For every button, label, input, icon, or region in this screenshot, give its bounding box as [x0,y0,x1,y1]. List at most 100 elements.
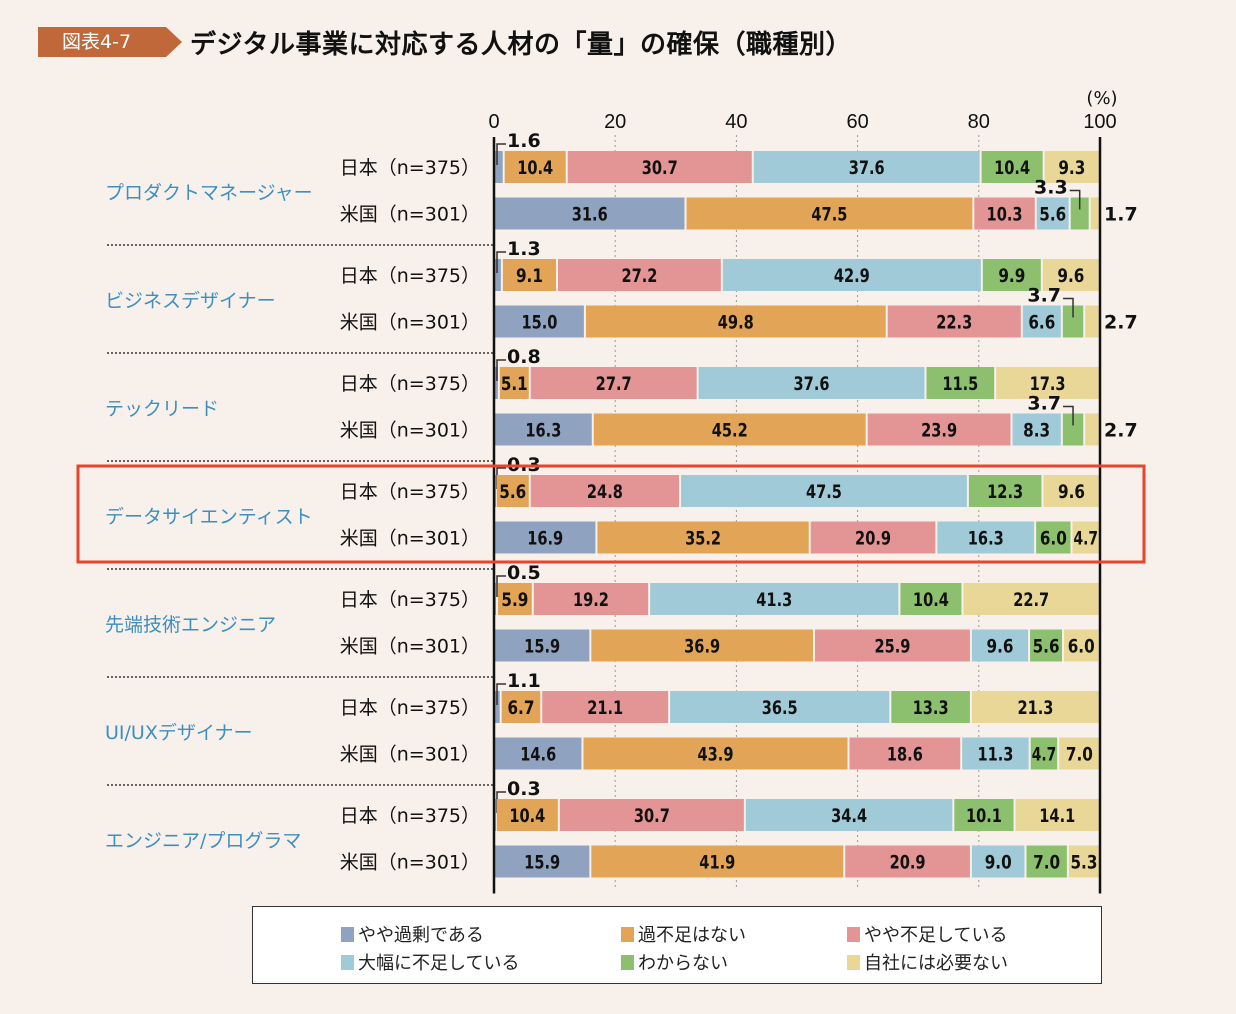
bar-segment [968,475,1042,507]
bar-segment [810,521,936,554]
bar-segment [495,629,590,662]
data-label: 7.0 [1033,852,1060,874]
chart-title: デジタル事業に対応する人材の「量」の確保（職種別） [190,30,852,60]
data-label: 0.5 [507,562,541,584]
data-label: 10.4 [913,589,949,611]
legend-label: やや不足している [864,925,1008,946]
bar-segment [971,845,1025,878]
row-label: 日本（n=375） [340,589,480,611]
data-label: 17.3 [1030,373,1066,395]
data-label: 6.6 [1028,312,1055,334]
bar-segment [926,367,995,399]
data-label: 27.7 [596,373,632,395]
data-label: 5.3 [1070,852,1097,874]
bar-segment [495,259,501,291]
data-label: 1.6 [507,130,541,152]
bar-segment [1090,197,1099,230]
bar-segment [496,799,558,831]
bar-segment [698,367,925,399]
data-label: 9.0 [985,852,1012,874]
data-label: 3.3 [1034,177,1068,199]
bar-segment [495,413,592,446]
data-label: 5.6 [1033,636,1060,658]
bar-segment [974,197,1035,230]
data-label: 7.0 [1066,744,1093,766]
bar-segment [502,259,557,291]
bar-segment [1026,845,1067,878]
data-label: 22.3 [936,312,972,334]
data-label: 9.6 [987,636,1014,658]
category-label: データサイエンティスト [105,506,313,528]
bar-segment [1036,521,1071,554]
category-label: テックリード [105,398,219,420]
data-label: 5.9 [501,589,528,611]
data-label: 22.7 [1013,589,1049,611]
legend-label: わからない [638,953,728,974]
bar-segment [996,367,1099,399]
data-label: 15.9 [524,852,560,874]
data-label: 35.2 [685,528,721,550]
row-label: 日本（n=375） [340,481,480,503]
row-label: 米国（n=301） [340,420,480,442]
data-label: 3.7 [1027,285,1061,307]
bar-segment [1043,475,1100,507]
bar-segment [559,799,744,831]
category-label: 先端技術エンジニア [105,614,276,636]
bar-segment [745,799,953,831]
data-label: 30.7 [634,805,670,827]
row-label: 日本（n=375） [340,373,480,395]
data-label: 21.3 [1017,697,1053,719]
bar-segment [887,305,1021,338]
bar-segment [495,691,500,723]
bar-segment [681,475,967,507]
bar-segment [495,197,685,230]
bar-segment [845,845,970,878]
data-label: 25.9 [874,636,910,658]
data-label: 47.5 [811,204,847,226]
row-label: 米国（n=301） [340,204,480,226]
data-label: 3.7 [1027,393,1061,415]
x-tick-label: 40 [725,111,747,133]
legend-item: 過不足はない [621,921,746,947]
figure-label-badge: 図表4-7 [38,27,166,57]
bar-segment [954,799,1014,831]
row-label: 米国（n=301） [340,312,480,334]
bar-segment [504,151,566,183]
data-label: 21.1 [587,697,623,719]
row-label: 米国（n=301） [340,636,480,658]
bar-segment [495,521,596,554]
bar-segment [1022,305,1061,338]
data-label: 0.8 [507,346,541,368]
data-label: 41.3 [756,589,792,611]
bar-segment [971,629,1029,662]
bar-segment [591,845,844,878]
data-label: 11.3 [977,744,1013,766]
data-label: 34.4 [831,805,867,827]
data-label: 16.3 [968,528,1004,550]
bar-segment [1015,799,1099,831]
callout-line [496,251,506,273]
category-label: UI/UXデザイナー [105,722,252,744]
bar-segment [558,259,721,291]
legend-label: 自社には必要ない [864,953,1008,974]
legend: やや過剰である 過不足はない やや不足している 大幅に不足している わからない 自社には必… [252,906,1102,984]
data-label: 5.6 [1039,204,1066,226]
bar-segment [583,737,848,770]
bar-segment [1068,845,1099,878]
bar-segment [1085,413,1100,446]
row-label: 米国（n=301） [340,528,480,550]
bar-segment [533,583,649,615]
bar-segment [900,583,962,615]
data-label: 13.3 [913,697,949,719]
data-label: 24.8 [587,481,623,503]
data-label: 14.1 [1039,805,1075,827]
data-label: 1.1 [507,670,541,692]
bar-segment [981,151,1043,183]
callout-line [496,683,506,705]
bar-segment [722,259,981,291]
data-label: 15.9 [524,636,560,658]
row-label: 米国（n=301） [340,852,480,874]
x-tick-label: 60 [846,111,868,133]
data-label: 4.7 [1074,528,1098,550]
bar-segment [593,413,866,446]
